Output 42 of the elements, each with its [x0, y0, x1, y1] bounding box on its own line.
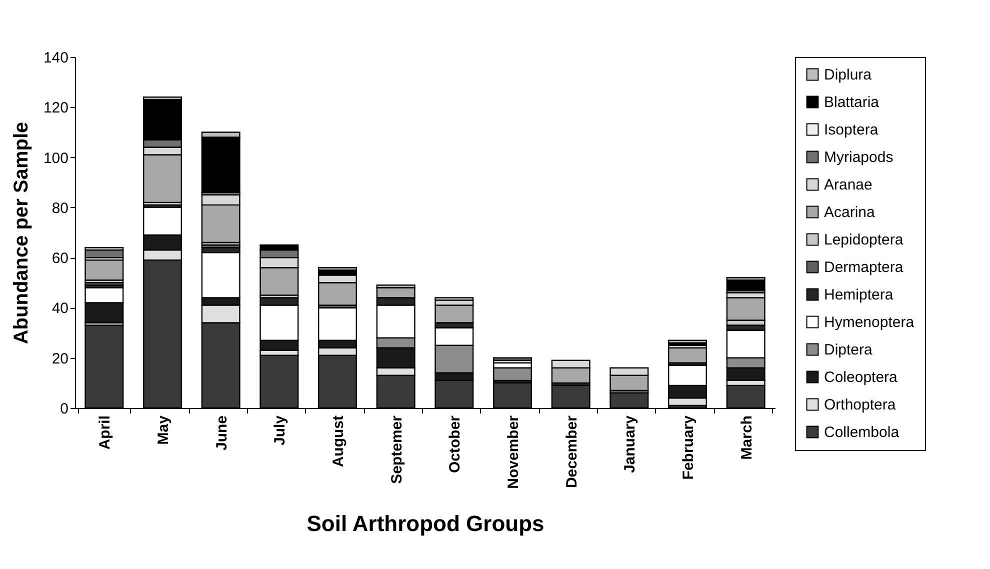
- bar: [493, 357, 532, 361]
- legend-label: Orthoptera: [824, 396, 896, 414]
- x-tick-label: Septemer: [388, 415, 406, 484]
- y-tick-label: 100: [43, 150, 68, 167]
- y-tick-label: 80: [52, 200, 68, 217]
- x-tick-label: May: [155, 414, 172, 445]
- y-axis-title: Abundance per Sample: [10, 122, 32, 344]
- bar: [726, 280, 766, 291]
- x-tick-label: April: [96, 416, 114, 450]
- y-tick-label: 120: [43, 100, 68, 117]
- bar: [668, 340, 707, 344]
- bar: [668, 347, 707, 364]
- legend-label: Lepidoptera: [824, 232, 904, 248]
- legend-label: Isoptera: [824, 122, 879, 138]
- legend-label: Aranae: [824, 176, 872, 194]
- legend-label: Blattaria: [824, 94, 880, 111]
- legend-label: Collembola: [824, 424, 900, 441]
- x-tick-label: August: [330, 416, 347, 468]
- legend-label: Acarina: [824, 204, 876, 221]
- bar: [493, 367, 532, 382]
- x-tick-label: October: [446, 415, 464, 474]
- x-tick-label: March: [738, 416, 756, 460]
- legend-label: Coleoptera: [824, 369, 898, 386]
- x-tick-label: June: [213, 416, 230, 451]
- legend-label: Diplura: [824, 66, 872, 84]
- x-tick-label: January: [622, 414, 639, 474]
- x-tick-label: December: [563, 415, 580, 488]
- x-tick-label: November: [505, 415, 522, 489]
- y-tick-label: 20: [52, 350, 68, 368]
- x-tick-label: July: [272, 414, 289, 446]
- legend-label: Dermaptera: [824, 259, 904, 276]
- y-tick-label: 40: [52, 300, 68, 318]
- legend-label: Diptera: [824, 342, 874, 358]
- legend-label: Myriapods: [824, 149, 894, 166]
- y-tick-label: 0: [60, 400, 68, 418]
- x-axis-title: Soil Arthropod Groups: [306, 510, 544, 536]
- y-tick-label: 140: [43, 50, 68, 66]
- legend-label: Hemiptera: [824, 286, 894, 304]
- legend-label: Hymenoptera: [824, 314, 915, 331]
- x-tick-label: February: [680, 414, 697, 480]
- bar: [84, 259, 124, 281]
- y-tick-label: 60: [52, 250, 68, 268]
